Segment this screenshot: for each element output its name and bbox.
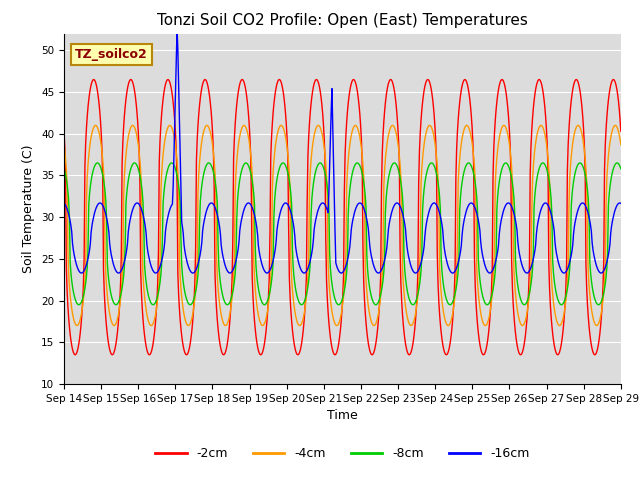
Title: Tonzi Soil CO2 Profile: Open (East) Temperatures: Tonzi Soil CO2 Profile: Open (East) Temp…	[157, 13, 528, 28]
Text: TZ_soilco2: TZ_soilco2	[75, 48, 148, 61]
Y-axis label: Soil Temperature (C): Soil Temperature (C)	[22, 144, 35, 273]
X-axis label: Time: Time	[327, 409, 358, 422]
Legend: -2cm, -4cm, -8cm, -16cm: -2cm, -4cm, -8cm, -16cm	[150, 443, 534, 465]
